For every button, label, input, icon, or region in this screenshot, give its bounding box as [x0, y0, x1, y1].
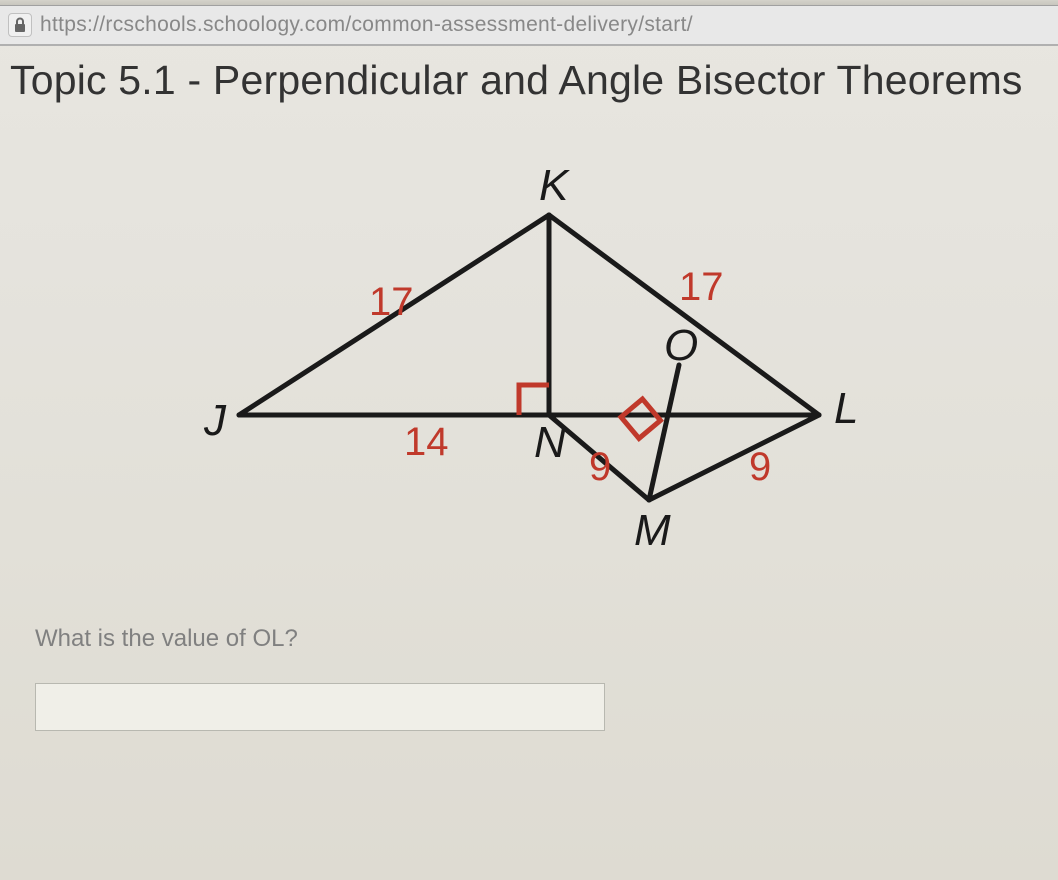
page-title: Topic 5.1 - Perpendicular and Angle Bise…	[10, 56, 1048, 105]
geometry-diagram: 17 17 14 9 9 K J L N M O	[179, 165, 879, 545]
diagram-container: 17 17 14 9 9 K J L N M O	[10, 165, 1048, 545]
svg-text:J: J	[203, 396, 227, 445]
lock-icon-svg	[13, 17, 27, 33]
diagram-svg: 17 17 14 9 9 K J L N M O	[179, 165, 879, 545]
url-text: https://rcschools.schoology.com/common-a…	[40, 13, 693, 37]
svg-text:O: O	[664, 321, 698, 370]
svg-text:17: 17	[679, 265, 724, 309]
svg-text:9: 9	[749, 445, 771, 489]
svg-text:14: 14	[404, 420, 449, 464]
browser-url-bar: https://rcschools.schoology.com/common-a…	[0, 6, 1058, 46]
svg-text:M: M	[634, 506, 671, 545]
answer-input[interactable]	[35, 683, 605, 731]
lock-icon[interactable]	[8, 13, 32, 37]
question-section: What is the value of OL?	[10, 625, 1048, 731]
page-content: Topic 5.1 - Perpendicular and Angle Bise…	[0, 46, 1058, 731]
question-text: What is the value of OL?	[35, 625, 1048, 653]
svg-text:9: 9	[589, 445, 611, 489]
svg-text:17: 17	[369, 280, 414, 324]
svg-text:K: K	[539, 165, 570, 210]
svg-text:L: L	[834, 384, 858, 433]
svg-text:N: N	[534, 418, 566, 467]
